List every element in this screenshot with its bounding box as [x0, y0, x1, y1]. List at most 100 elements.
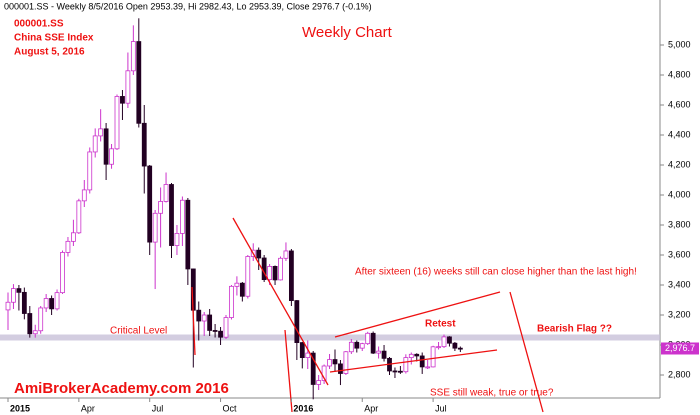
- x-tick-label: Oct: [223, 403, 238, 413]
- y-tick-label: 4,400: [668, 129, 691, 139]
- candle-body: [185, 199, 191, 270]
- trend-line: [509, 291, 544, 413]
- candle-body: [11, 288, 16, 303]
- candle-body: [321, 365, 327, 381]
- annotation: After sixteen (16) weeks still can close…: [355, 267, 637, 278]
- channel-line: [334, 291, 501, 338]
- trend-line: [284, 329, 293, 413]
- candle-body: [348, 341, 354, 353]
- candle-body: [60, 252, 65, 294]
- candle-body: [457, 347, 463, 350]
- candle-body: [294, 300, 300, 344]
- candle-body: [239, 282, 245, 297]
- candle-body: [272, 265, 278, 281]
- y-tick-label: 4,600: [668, 99, 691, 109]
- candle-body: [141, 122, 147, 167]
- candle-body: [158, 201, 164, 214]
- candle-body: [332, 359, 338, 365]
- candle-body: [103, 128, 109, 165]
- candle-body: [27, 313, 33, 335]
- candle-body: [125, 70, 131, 104]
- candle-body: [229, 285, 234, 318]
- candle-body: [425, 366, 431, 369]
- candle-body: [212, 330, 218, 332]
- candle-body: [441, 336, 447, 348]
- candle-body: [120, 96, 125, 104]
- candle-body: [76, 200, 82, 234]
- candle-body: [452, 342, 458, 349]
- candle-body: [283, 250, 289, 259]
- candle-body: [376, 350, 382, 354]
- candle-body: [408, 353, 414, 358]
- x-tick-label: Jul: [435, 403, 447, 413]
- candle-body: [65, 240, 71, 253]
- candle-body: [267, 265, 273, 280]
- candle-body: [305, 352, 311, 359]
- y-tick-label: 3,800: [668, 219, 691, 229]
- x-tick-label: 2015: [10, 403, 30, 413]
- candle-body: [43, 298, 49, 309]
- candle-body: [114, 96, 120, 150]
- candle-body: [419, 355, 425, 368]
- annotation: SSE still weak, true or true?: [430, 388, 554, 399]
- candle-body: [169, 184, 174, 246]
- chart-title: Weekly Chart: [302, 24, 393, 41]
- candle-body: [16, 288, 22, 293]
- candle-body: [430, 346, 436, 368]
- candle-body: [343, 351, 349, 374]
- candle-body: [21, 291, 27, 314]
- candle-body: [130, 41, 136, 72]
- plot: [0, 18, 660, 400]
- candle-body: [397, 370, 403, 373]
- candle-body: [81, 189, 87, 202]
- channel-line: [329, 349, 498, 373]
- candle-body: [174, 232, 180, 246]
- candle-body: [403, 357, 409, 373]
- candle-body: [49, 298, 54, 310]
- candle-body: [54, 292, 60, 310]
- candle-body: [179, 199, 185, 234]
- y-tick-label: 3,600: [668, 249, 691, 259]
- annotation: Retest: [425, 319, 456, 330]
- candle-body: [147, 165, 153, 243]
- y-tick-label: 3,200: [668, 309, 691, 319]
- candle-body: [338, 363, 343, 374]
- candle-body: [447, 336, 452, 344]
- x-tick-label: Apr: [364, 403, 378, 413]
- candle-body: [196, 309, 202, 322]
- subtitle: China SSE Index: [14, 33, 94, 44]
- candle-body: [392, 370, 398, 373]
- y-tick-label: 4,000: [668, 189, 691, 199]
- trend-line: [232, 217, 329, 386]
- candle-body: [152, 212, 158, 243]
- candle-body: [207, 314, 213, 331]
- x-tick-label: Apr: [81, 403, 95, 413]
- candle-body: [288, 250, 294, 301]
- y-tick-label: 4,800: [668, 69, 691, 79]
- last-price-label: 2,976.7: [665, 343, 695, 353]
- candle-body: [245, 256, 251, 297]
- header: 000001.SS - Weekly 8/5/2016 Open 2953.39…: [4, 1, 372, 11]
- candle-body: [201, 314, 207, 322]
- candle-body: [278, 257, 283, 281]
- candle-body: [436, 346, 441, 349]
- annotation: Bearish Flag ??: [537, 324, 612, 335]
- x-tick-label: Jul: [152, 403, 164, 413]
- date: August 5, 2016: [14, 47, 85, 58]
- candle-body: [163, 184, 169, 202]
- candle-body: [87, 151, 93, 191]
- candle-body: [414, 353, 420, 357]
- candle-body: [5, 301, 11, 311]
- trend-line: [191, 286, 196, 356]
- candle-body: [136, 41, 142, 124]
- annotation: Critical Level: [110, 326, 167, 337]
- candle-body: [32, 330, 38, 335]
- watermark: AmiBrokerAcademy.com 2016: [14, 380, 229, 397]
- last-price-tag: [661, 342, 699, 355]
- y-tick-label: 5,000: [668, 39, 691, 49]
- candle-body: [71, 232, 76, 242]
- candle-body: [370, 332, 376, 354]
- candle-body: [310, 352, 316, 385]
- candle-body: [256, 249, 262, 259]
